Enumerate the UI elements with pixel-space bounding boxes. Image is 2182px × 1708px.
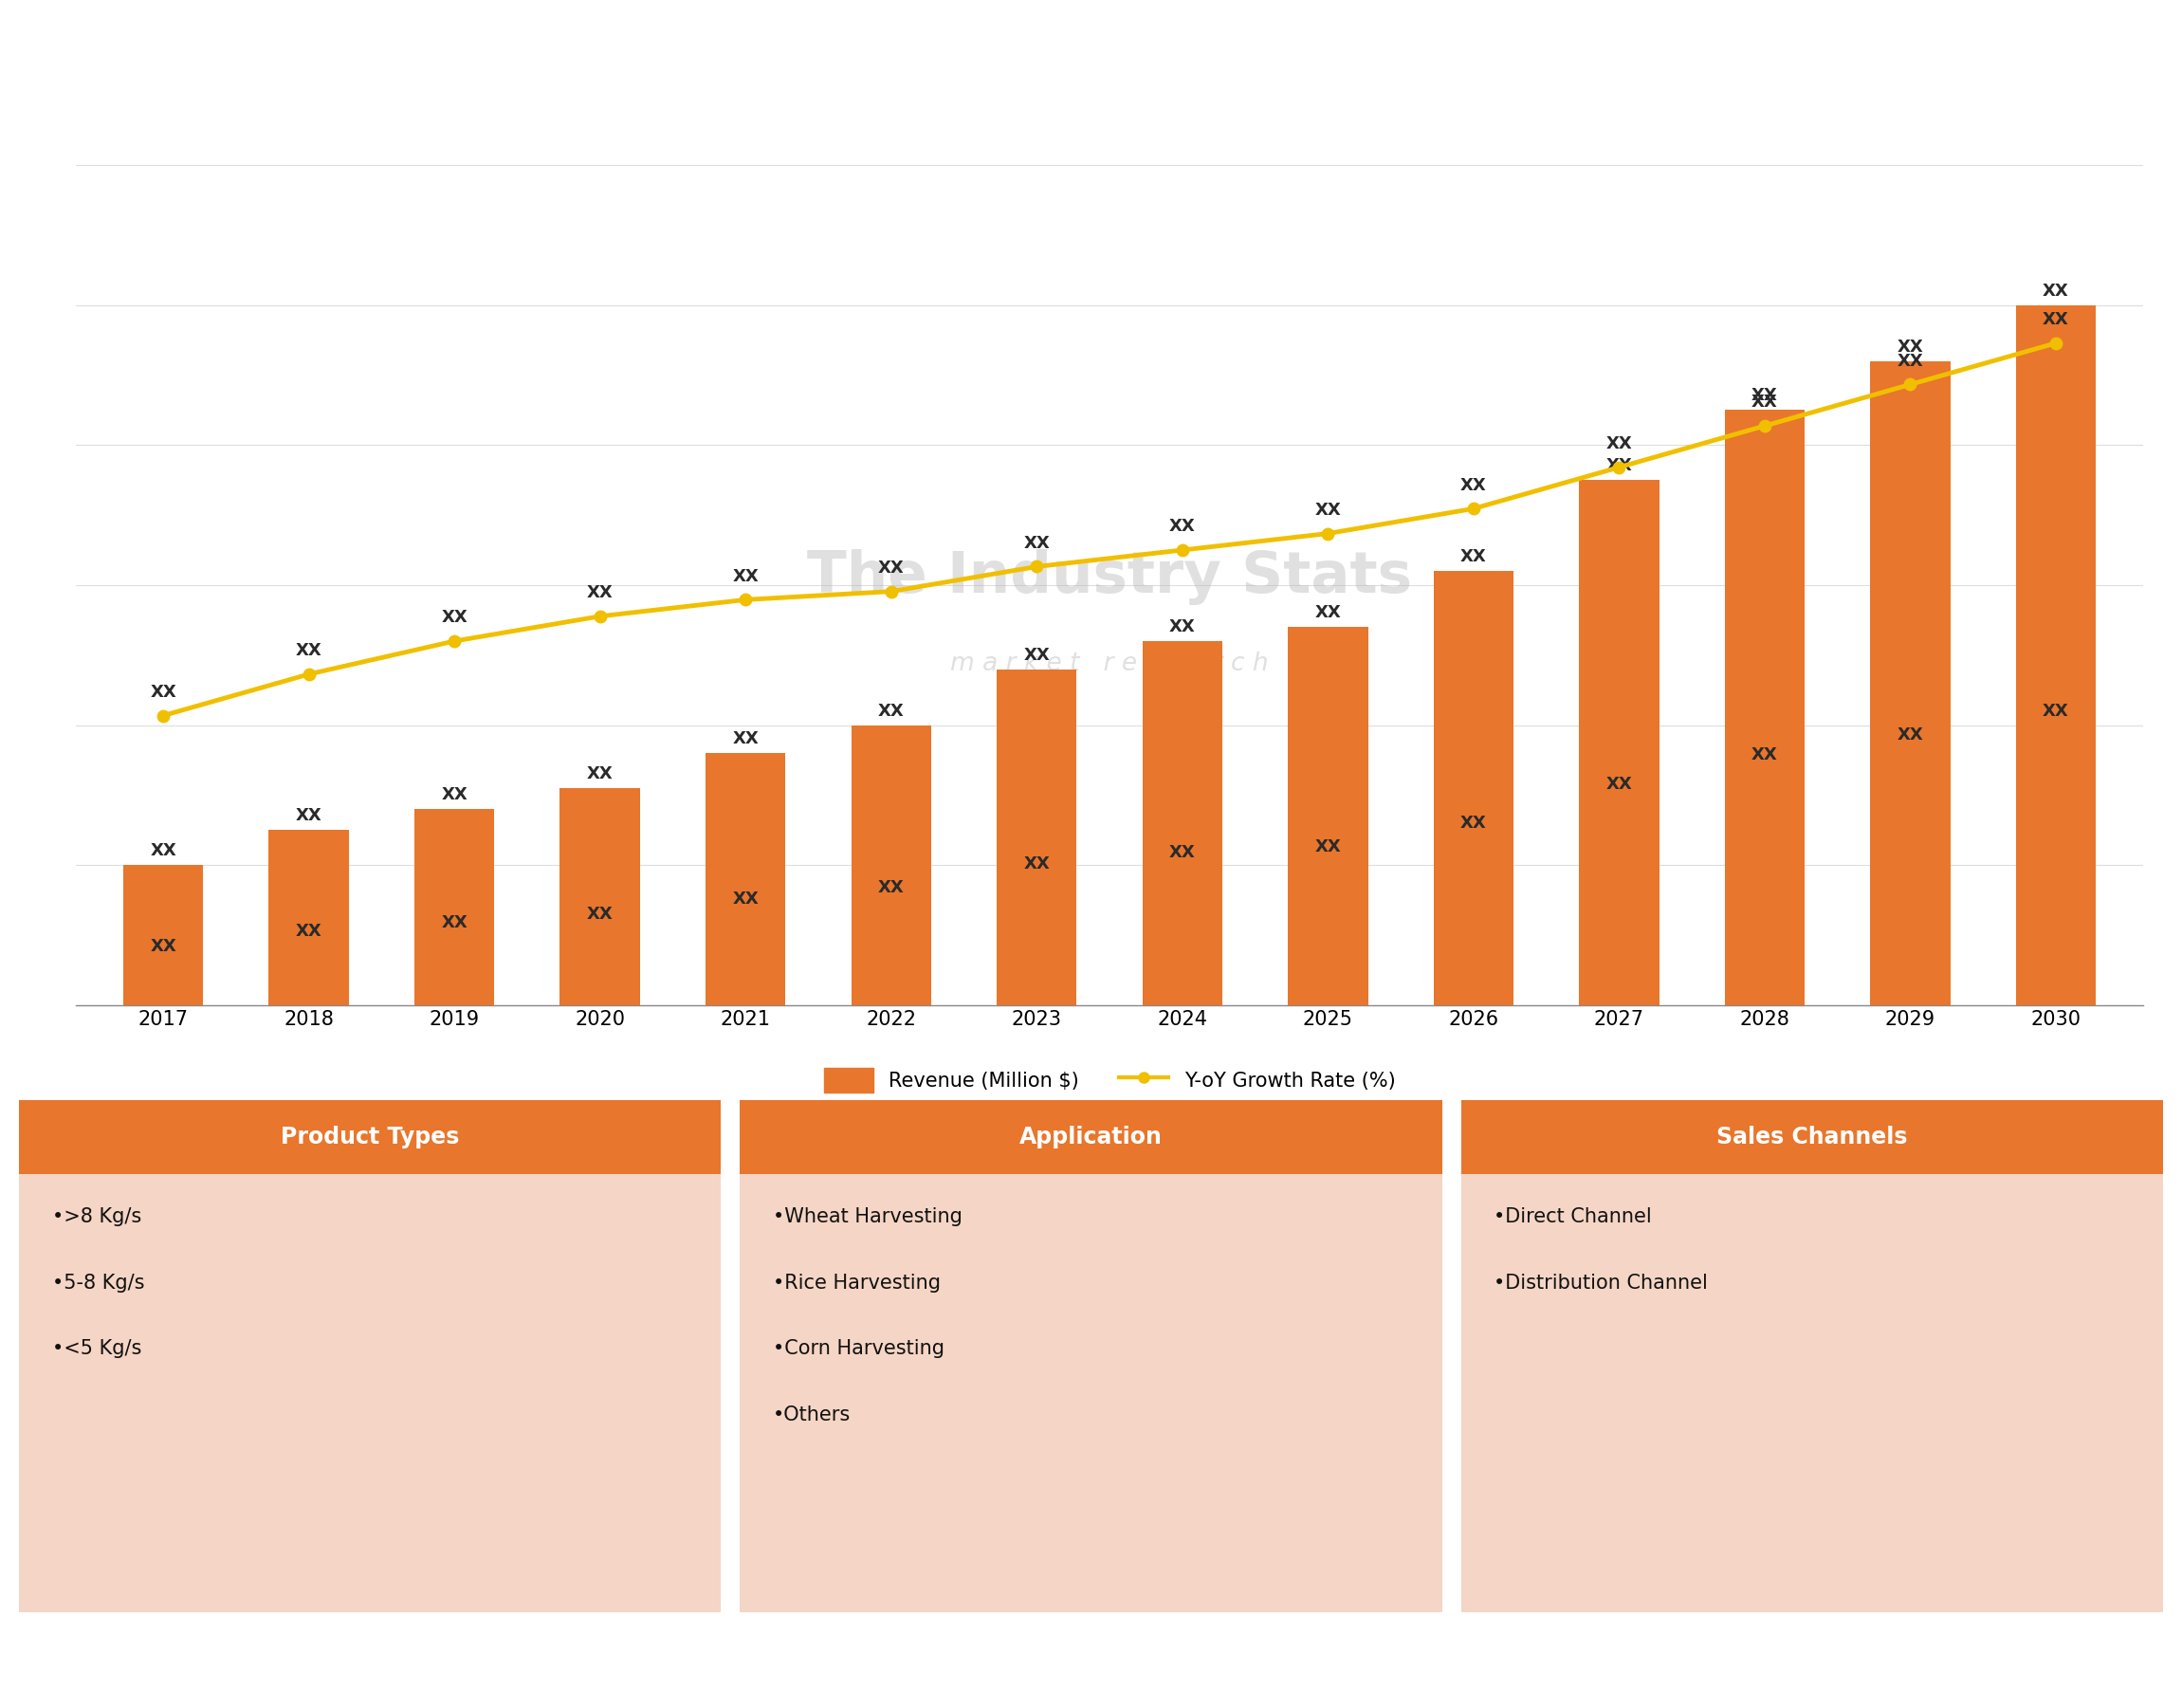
Bar — [851, 726, 932, 1006]
Text: XX: XX — [1460, 477, 1486, 494]
Text: XX: XX — [877, 880, 903, 897]
Text: XX: XX — [1023, 856, 1050, 873]
Text: XX: XX — [1752, 388, 1778, 405]
Text: Email: sales@theindustrystats.com: Email: sales@theindustrystats.com — [807, 1660, 1174, 1679]
Text: Product Types: Product Types — [281, 1126, 458, 1148]
Bar — [740, 1100, 1442, 1175]
Text: •Rice Harvesting: •Rice Harvesting — [772, 1274, 940, 1293]
Text: Source: Theindustrystats Analysis: Source: Theindustrystats Analysis — [55, 1660, 410, 1679]
Bar — [997, 670, 1076, 1006]
Text: XX: XX — [1460, 815, 1486, 832]
Text: •Distribution Channel: •Distribution Channel — [1495, 1274, 1709, 1293]
Text: •Corn Harvesting: •Corn Harvesting — [772, 1339, 945, 1358]
Bar — [2016, 306, 2095, 1006]
Text: XX: XX — [1170, 618, 1196, 635]
Text: XX: XX — [1606, 436, 1632, 453]
Bar — [1870, 360, 1951, 1006]
Text: XX: XX — [151, 842, 177, 859]
Text: •Direct Channel: •Direct Channel — [1495, 1208, 1652, 1226]
Text: •5-8 Kg/s: •5-8 Kg/s — [52, 1274, 144, 1293]
Text: XX: XX — [1460, 548, 1486, 565]
Text: XX: XX — [1896, 726, 1922, 743]
Text: XX: XX — [1170, 844, 1196, 861]
Text: XX: XX — [587, 905, 613, 922]
Legend: Revenue (Million $), Y-oY Growth Rate (%): Revenue (Million $), Y-oY Growth Rate (%… — [816, 1061, 1403, 1100]
Bar — [122, 866, 203, 1006]
Text: m a r k e t   r e s e a r c h: m a r k e t r e s e a r c h — [951, 651, 1268, 676]
Text: Sales Channels: Sales Channels — [1717, 1126, 1907, 1148]
Bar — [1462, 1100, 2162, 1175]
Text: XX: XX — [1023, 646, 1050, 663]
Bar — [1434, 570, 1514, 1006]
Text: •>8 Kg/s: •>8 Kg/s — [52, 1208, 142, 1226]
Text: XX: XX — [733, 567, 759, 584]
Bar — [705, 753, 786, 1006]
Bar — [20, 1100, 720, 1612]
Text: XX: XX — [1316, 502, 1342, 519]
Bar — [415, 810, 495, 1006]
Bar — [268, 830, 349, 1006]
Text: XX: XX — [2042, 311, 2069, 328]
Text: XX: XX — [441, 914, 467, 931]
Text: XX: XX — [587, 765, 613, 782]
Text: XX: XX — [441, 610, 467, 627]
Text: XX: XX — [441, 786, 467, 803]
Text: XX: XX — [295, 808, 323, 825]
Bar — [1724, 410, 1805, 1006]
Text: XX: XX — [733, 731, 759, 748]
Bar — [740, 1100, 1442, 1612]
Text: XX: XX — [1752, 395, 1778, 412]
Bar — [561, 787, 639, 1006]
Text: •Wheat Harvesting: •Wheat Harvesting — [772, 1208, 962, 1226]
Text: XX: XX — [877, 702, 903, 719]
Text: XX: XX — [1606, 775, 1632, 793]
Text: XX: XX — [1752, 746, 1778, 763]
Text: XX: XX — [1606, 458, 1632, 475]
Text: Application: Application — [1019, 1126, 1163, 1148]
Text: XX: XX — [587, 584, 613, 601]
Bar — [1141, 640, 1222, 1006]
Text: Fig. Global Grain Combine Harvester Market Status and Outlook: Fig. Global Grain Combine Harvester Mark… — [26, 27, 1026, 55]
Text: XX: XX — [1316, 605, 1342, 622]
Text: XX: XX — [1170, 518, 1196, 535]
Text: XX: XX — [151, 683, 177, 700]
Text: •Others: •Others — [772, 1406, 851, 1424]
Text: XX: XX — [2042, 282, 2069, 299]
Text: XX: XX — [1023, 535, 1050, 552]
Bar — [1287, 627, 1368, 1006]
Text: Website: www.theindustrystats.com: Website: www.theindustrystats.com — [1440, 1660, 1820, 1679]
Text: XX: XX — [1896, 338, 1922, 355]
Text: XX: XX — [2042, 702, 2069, 719]
Text: XX: XX — [1316, 839, 1342, 856]
Text: XX: XX — [877, 560, 903, 577]
Text: •<5 Kg/s: •<5 Kg/s — [52, 1339, 142, 1358]
Bar — [20, 1100, 720, 1175]
Text: XX: XX — [295, 924, 323, 941]
Text: XX: XX — [1896, 352, 1922, 369]
Text: The Industry Stats: The Industry Stats — [807, 550, 1412, 605]
Text: XX: XX — [733, 892, 759, 909]
Bar — [1580, 480, 1658, 1006]
Text: XX: XX — [151, 938, 177, 955]
Bar — [1462, 1100, 2162, 1612]
Text: XX: XX — [295, 642, 323, 659]
